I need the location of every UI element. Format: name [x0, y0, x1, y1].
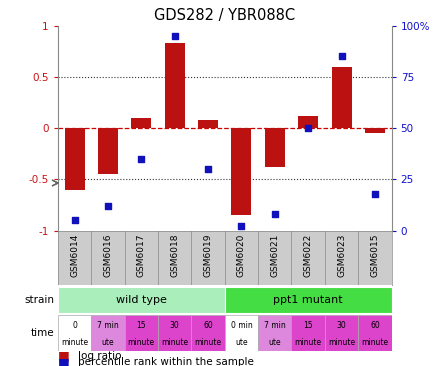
- Bar: [332, 67, 352, 128]
- Text: wild type: wild type: [116, 295, 167, 305]
- Point: [338, 53, 345, 59]
- Text: GSM6014: GSM6014: [70, 234, 79, 277]
- Text: ute: ute: [268, 338, 281, 347]
- Text: 30: 30: [170, 321, 179, 329]
- Text: ■: ■: [58, 349, 69, 362]
- Text: GSM6015: GSM6015: [370, 234, 380, 277]
- Point: [372, 191, 379, 197]
- Text: strain: strain: [24, 295, 55, 305]
- Text: 60: 60: [370, 321, 380, 329]
- Bar: [265, 128, 285, 167]
- Bar: [198, 120, 218, 128]
- Text: 0 min: 0 min: [231, 321, 252, 329]
- Title: GDS282 / YBR088C: GDS282 / YBR088C: [154, 8, 295, 23]
- Text: 15: 15: [137, 321, 146, 329]
- Point: [305, 125, 312, 131]
- Bar: [225, 287, 392, 313]
- Text: minute: minute: [128, 338, 155, 347]
- Bar: [91, 315, 125, 351]
- Point: [205, 166, 212, 172]
- Text: ute: ute: [101, 338, 114, 347]
- Text: minute: minute: [295, 338, 322, 347]
- Bar: [191, 315, 225, 351]
- Text: 30: 30: [337, 321, 346, 329]
- Text: ppt1 mutant: ppt1 mutant: [273, 295, 343, 305]
- Text: 7 min: 7 min: [97, 321, 119, 329]
- Bar: [165, 43, 185, 128]
- Bar: [365, 128, 385, 133]
- Text: 7 min: 7 min: [264, 321, 286, 329]
- Text: minute: minute: [328, 338, 355, 347]
- Text: 60: 60: [203, 321, 213, 329]
- Bar: [65, 128, 85, 190]
- Point: [171, 33, 178, 39]
- Bar: [231, 128, 251, 215]
- Text: ute: ute: [235, 338, 248, 347]
- Text: 0: 0: [72, 321, 77, 329]
- Text: minute: minute: [161, 338, 188, 347]
- Text: minute: minute: [361, 338, 388, 347]
- Text: percentile rank within the sample: percentile rank within the sample: [78, 357, 254, 366]
- Bar: [358, 315, 392, 351]
- Text: minute: minute: [61, 338, 88, 347]
- Bar: [58, 287, 225, 313]
- Text: GSM6017: GSM6017: [137, 234, 146, 277]
- Point: [138, 156, 145, 162]
- Point: [238, 224, 245, 229]
- Text: GSM6023: GSM6023: [337, 234, 346, 277]
- Text: log ratio: log ratio: [78, 351, 121, 361]
- Bar: [291, 315, 325, 351]
- Bar: [158, 315, 191, 351]
- Text: GSM6018: GSM6018: [170, 234, 179, 277]
- Text: ■: ■: [58, 356, 69, 366]
- Bar: [131, 118, 151, 128]
- Text: GSM6016: GSM6016: [103, 234, 113, 277]
- Bar: [325, 315, 358, 351]
- Bar: [125, 315, 158, 351]
- Point: [71, 217, 78, 223]
- Point: [105, 203, 112, 209]
- Bar: [225, 315, 258, 351]
- Text: GSM6019: GSM6019: [203, 234, 213, 277]
- Bar: [258, 315, 291, 351]
- Bar: [298, 116, 318, 128]
- Point: [271, 211, 279, 217]
- Text: minute: minute: [194, 338, 222, 347]
- Text: 15: 15: [303, 321, 313, 329]
- Text: GSM6022: GSM6022: [303, 234, 313, 277]
- Text: GSM6020: GSM6020: [237, 234, 246, 277]
- Bar: [58, 315, 91, 351]
- Text: GSM6021: GSM6021: [270, 234, 279, 277]
- Bar: [98, 128, 118, 174]
- Text: time: time: [31, 328, 55, 338]
